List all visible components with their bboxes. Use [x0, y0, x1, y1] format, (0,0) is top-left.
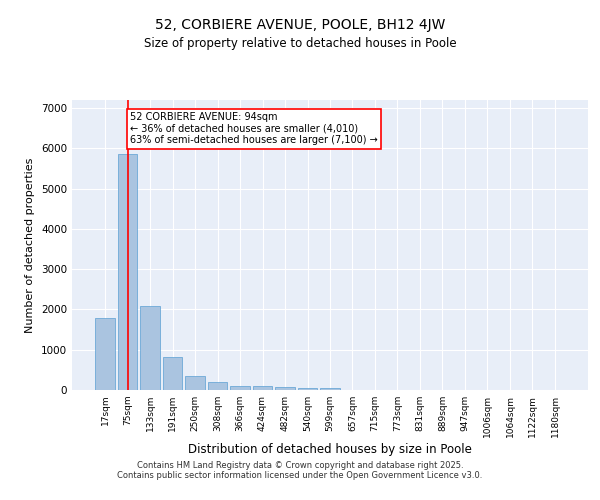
Text: 52 CORBIERE AVENUE: 94sqm
← 36% of detached houses are smaller (4,010)
63% of se: 52 CORBIERE AVENUE: 94sqm ← 36% of detac…: [130, 112, 378, 146]
Bar: [275, 387, 295, 390]
Bar: [298, 388, 317, 390]
Bar: [230, 386, 250, 390]
Text: Contains HM Land Registry data © Crown copyright and database right 2025.
Contai: Contains HM Land Registry data © Crown c…: [118, 460, 482, 480]
Bar: [95, 318, 115, 390]
Bar: [320, 388, 340, 390]
Bar: [253, 386, 272, 390]
Bar: [140, 306, 160, 390]
Bar: [163, 356, 182, 390]
Bar: [208, 382, 227, 390]
Text: Size of property relative to detached houses in Poole: Size of property relative to detached ho…: [143, 38, 457, 51]
X-axis label: Distribution of detached houses by size in Poole: Distribution of detached houses by size …: [188, 442, 472, 456]
Bar: [185, 376, 205, 390]
Text: 52, CORBIERE AVENUE, POOLE, BH12 4JW: 52, CORBIERE AVENUE, POOLE, BH12 4JW: [155, 18, 445, 32]
Y-axis label: Number of detached properties: Number of detached properties: [25, 158, 35, 332]
Bar: [118, 154, 137, 390]
